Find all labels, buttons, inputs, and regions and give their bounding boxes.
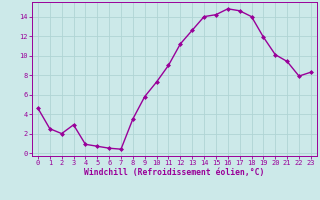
X-axis label: Windchill (Refroidissement éolien,°C): Windchill (Refroidissement éolien,°C)	[84, 168, 265, 177]
